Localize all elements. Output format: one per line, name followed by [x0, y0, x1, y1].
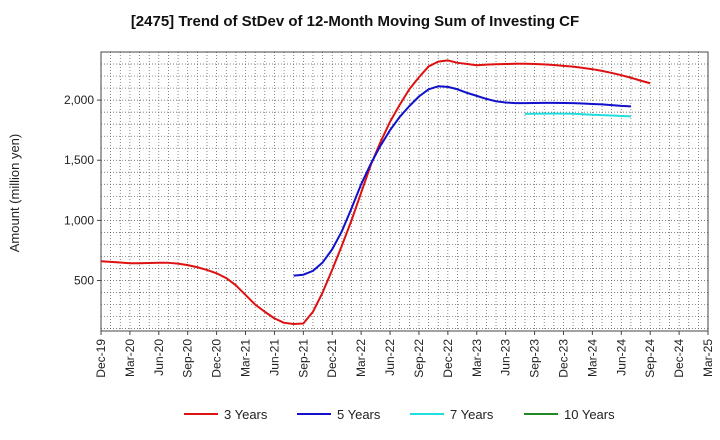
series-line-3-years — [100, 59, 651, 326]
x-tick-label: Dec-22 — [441, 339, 455, 378]
x-tick-label: Jun-24 — [614, 339, 628, 376]
y-axis-label: Amount (million yen) — [7, 134, 22, 253]
x-tick-label: Jun-22 — [383, 339, 397, 376]
x-tick-label: Mar-25 — [701, 339, 715, 377]
x-tick-label: Mar-21 — [239, 339, 253, 377]
series-line-5-years — [293, 85, 631, 277]
y-tick-label: 1,500 — [64, 153, 94, 167]
chart-title: [2475] Trend of StDev of 12-Month Moving… — [131, 13, 579, 30]
legend-label: 10 Years — [564, 407, 615, 422]
x-tick-label: Dec-24 — [672, 339, 686, 378]
legend: 3 Years 5 Years 7 Years 10 Years — [184, 407, 615, 422]
legend-label: 7 Years — [450, 407, 494, 422]
y-axis: 500 1,000 1,500 2,000 — [64, 93, 101, 287]
x-tick-label: Sep-20 — [181, 339, 195, 378]
x-axis: Dec-19 Mar-20 Jun-20 Sep-20 Dec-20 Mar-21 Jun-… — [94, 331, 715, 378]
y-tick-label: 1,000 — [64, 213, 94, 227]
x-tick-label: Dec-21 — [325, 339, 339, 378]
y-tick-label: 500 — [74, 273, 94, 287]
x-tick-label: Sep-24 — [643, 339, 657, 378]
x-tick-label: Jun-20 — [152, 339, 166, 376]
x-tick-label: Jun-23 — [499, 339, 513, 376]
x-tick-label: Mar-24 — [585, 339, 599, 377]
legend-label: 3 Years — [224, 407, 268, 422]
legend-label: 5 Years — [337, 407, 381, 422]
x-tick-label: Mar-23 — [470, 339, 484, 377]
series-line-7-years — [524, 112, 631, 118]
x-tick-label: Sep-23 — [528, 339, 542, 378]
x-tick-label: Jun-21 — [267, 339, 281, 376]
series-lines — [100, 59, 651, 326]
x-tick-label: Sep-22 — [412, 339, 426, 378]
x-tick-label: Dec-19 — [94, 339, 108, 378]
x-tick-label: Dec-23 — [556, 339, 570, 378]
x-tick-label: Mar-22 — [354, 339, 368, 377]
x-tick-label: Sep-21 — [296, 339, 310, 378]
x-tick-label: Mar-20 — [123, 339, 137, 377]
x-tick-label: Dec-20 — [210, 339, 224, 378]
y-tick-label: 2,000 — [64, 93, 94, 107]
plot-area — [100, 51, 709, 332]
grid — [100, 51, 709, 331]
